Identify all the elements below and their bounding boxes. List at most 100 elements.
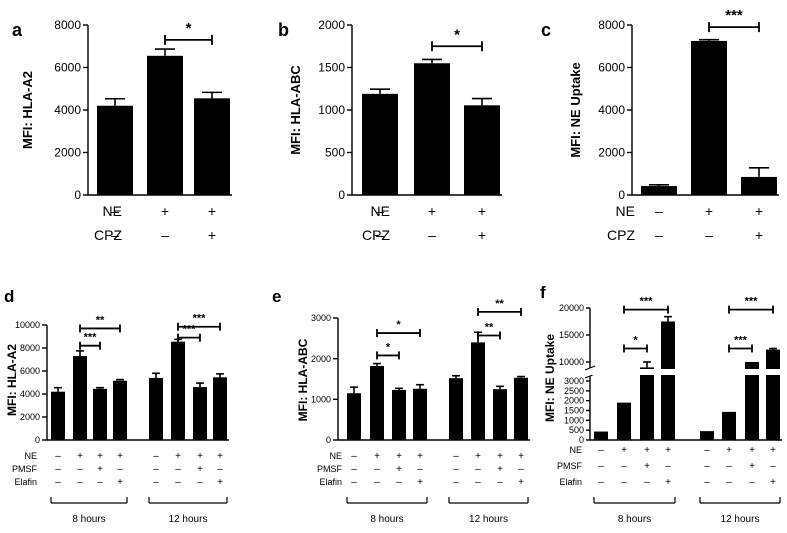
condition-sign: – — [770, 461, 776, 472]
condition-label: NE — [371, 203, 390, 219]
condition-label: PMSF — [317, 464, 343, 474]
condition-sign: – — [518, 464, 524, 475]
condition-sign: + — [428, 203, 436, 219]
condition-sign: – — [621, 461, 627, 472]
condition-sign: + — [396, 464, 402, 475]
y-tick-label: 6000 — [20, 366, 40, 376]
y-tick-label: 6000 — [54, 61, 81, 75]
condition-sign: + — [644, 445, 650, 456]
y-tick-label: 8000 — [54, 18, 81, 32]
bar — [617, 402, 631, 440]
bar — [464, 105, 500, 195]
condition-sign: + — [77, 451, 83, 462]
bar — [171, 341, 185, 440]
bar — [392, 389, 406, 440]
y-tick-label: 0 — [338, 188, 345, 202]
condition-sign: – — [374, 477, 380, 488]
significance-label: ** — [96, 314, 105, 326]
y-tick-label: 1500 — [564, 406, 584, 416]
bar — [640, 367, 654, 440]
bar — [362, 93, 398, 195]
y-tick-label: 15000 — [559, 330, 584, 340]
condition-sign: + — [770, 477, 776, 488]
condition-sign: + — [208, 227, 216, 243]
condition-sign: – — [161, 227, 169, 243]
condition-sign: – — [598, 477, 604, 488]
bar — [51, 391, 65, 440]
condition-sign: – — [111, 227, 119, 243]
y-tick-label: 4000 — [54, 103, 81, 117]
condition-sign: – — [598, 461, 604, 472]
condition-sign: + — [217, 451, 223, 462]
group-label: 12 hours — [469, 514, 508, 525]
y-axis-label: MFI: HLA-A2 — [5, 344, 19, 416]
condition-sign: + — [518, 451, 524, 462]
condition-sign: – — [97, 477, 103, 488]
bar — [745, 362, 759, 440]
condition-sign: + — [478, 203, 486, 219]
y-tick-label: 2000 — [20, 412, 40, 422]
significance-label: *** — [745, 296, 759, 308]
bar — [413, 388, 427, 440]
panel-label: d — [4, 287, 14, 306]
y-tick-label: 2000 — [598, 146, 625, 160]
axis-break-mark — [584, 365, 596, 371]
y-tick-label: 2500 — [564, 386, 584, 396]
condition-label: PMSF — [12, 464, 38, 474]
significance-label: * — [396, 319, 401, 331]
condition-sign: + — [665, 445, 671, 456]
condition-sign: + — [478, 227, 486, 243]
bar — [193, 387, 207, 440]
condition-sign: + — [665, 477, 671, 488]
condition-sign: + — [621, 445, 627, 456]
y-axis-label: MFI: HLA-ABC — [296, 338, 310, 421]
condition-sign: + — [197, 451, 203, 462]
condition-sign: – — [351, 464, 357, 475]
condition-sign: – — [351, 451, 357, 462]
condition-sign: – — [197, 477, 203, 488]
bar — [73, 356, 87, 440]
bar — [93, 388, 107, 440]
condition-sign: – — [77, 464, 83, 475]
bar — [414, 63, 450, 195]
significance-label: *** — [734, 335, 748, 347]
condition-sign: – — [705, 227, 713, 243]
condition-sign: + — [175, 451, 181, 462]
condition-label: NE — [329, 451, 342, 461]
significance-label: *** — [725, 7, 743, 24]
condition-sign: – — [374, 464, 380, 475]
bar — [661, 321, 675, 440]
condition-sign: – — [153, 477, 159, 488]
condition-sign: – — [55, 477, 61, 488]
condition-sign: – — [417, 464, 423, 475]
condition-sign: – — [704, 477, 710, 488]
group-label: 8 hours — [370, 514, 403, 525]
panel-label: c — [541, 20, 551, 40]
y-tick-label: 0 — [326, 435, 331, 445]
y-tick-label: 2000 — [318, 18, 345, 32]
condition-sign: – — [665, 461, 671, 472]
condition-sign: + — [497, 464, 503, 475]
bar — [471, 342, 485, 440]
condition-sign: + — [417, 451, 423, 462]
panel-label: b — [278, 20, 289, 40]
bar — [194, 98, 230, 195]
condition-label: Elafin — [14, 477, 37, 487]
condition-sign: – — [475, 464, 481, 475]
bar — [147, 55, 183, 195]
condition-sign: – — [153, 464, 159, 475]
bar — [641, 186, 677, 195]
y-axis-label: MFI: NE Uptake — [568, 62, 583, 157]
bar — [700, 431, 714, 440]
y-tick-label: 10000 — [15, 320, 40, 330]
condition-sign: – — [453, 464, 459, 475]
bar — [347, 393, 361, 440]
condition-sign: + — [117, 451, 123, 462]
condition-sign: – — [351, 477, 357, 488]
condition-sign: + — [208, 203, 216, 219]
y-tick-label: 10000 — [559, 357, 584, 367]
bar — [113, 380, 127, 440]
bar — [691, 40, 727, 195]
condition-sign: + — [749, 445, 755, 456]
